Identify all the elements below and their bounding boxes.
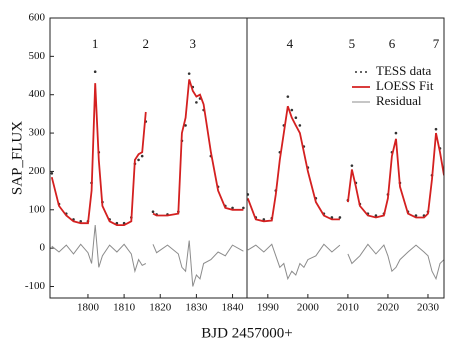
data-point bbox=[350, 164, 354, 167]
peak-label: 2 bbox=[143, 36, 150, 51]
panel-frame bbox=[246, 17, 445, 299]
x-tick-label: 1810 bbox=[113, 302, 136, 314]
data-point bbox=[434, 127, 438, 131]
peak-label: 5 bbox=[349, 36, 356, 51]
x-tick-label: 1990 bbox=[257, 302, 280, 314]
peak-label: 6 bbox=[389, 36, 396, 51]
plot-area bbox=[50, 70, 245, 287]
data-point bbox=[187, 72, 191, 75]
y-tick-label: 400 bbox=[29, 88, 46, 100]
data-point bbox=[140, 154, 144, 158]
series-line bbox=[51, 225, 244, 287]
data-point bbox=[50, 172, 54, 175]
data-point bbox=[184, 124, 187, 127]
legend-marker bbox=[360, 71, 362, 73]
data-point bbox=[286, 95, 290, 98]
data-point bbox=[137, 158, 140, 162]
data-point bbox=[79, 219, 83, 223]
legend-marker bbox=[365, 71, 367, 73]
legend-label: Residual bbox=[376, 93, 422, 108]
data-point bbox=[290, 108, 294, 112]
x-axis-label: BJD 2457000+ bbox=[201, 325, 292, 341]
y-axis-label: SAP_FLUX bbox=[9, 121, 25, 195]
legend-marker bbox=[355, 71, 357, 73]
x-tick-label: 2030 bbox=[417, 302, 440, 314]
y-tick-label: 0 bbox=[40, 242, 46, 254]
series-line bbox=[247, 243, 444, 281]
peak-label: 3 bbox=[190, 36, 197, 51]
legend-label: LOESS Fit bbox=[376, 78, 434, 93]
x-tick-label: 2020 bbox=[377, 302, 400, 314]
data-point bbox=[262, 218, 266, 221]
x-tick-label: 2010 bbox=[337, 302, 360, 314]
x-tick-label: 1830 bbox=[185, 302, 208, 314]
series-line bbox=[247, 105, 444, 223]
data-point bbox=[93, 70, 97, 73]
y-tick-label: 500 bbox=[29, 50, 46, 62]
data-point bbox=[151, 210, 155, 213]
peak-label: 7 bbox=[433, 36, 440, 51]
y-tick-label: -100 bbox=[25, 280, 46, 292]
data-point bbox=[298, 124, 302, 127]
data-point bbox=[374, 214, 378, 217]
x-tick-label: 1800 bbox=[77, 302, 100, 314]
legend-label: TESS data bbox=[376, 63, 431, 78]
data-point bbox=[195, 101, 198, 104]
y-tick-label: 100 bbox=[29, 203, 46, 215]
peak-label: 1 bbox=[92, 36, 99, 51]
data-point bbox=[231, 206, 234, 210]
x-tick-label: 2000 bbox=[297, 302, 320, 314]
data-point bbox=[394, 131, 398, 135]
panel-frame bbox=[49, 17, 248, 299]
x-tick-label: 1820 bbox=[149, 302, 172, 314]
data-point bbox=[294, 116, 298, 120]
data-point bbox=[338, 216, 342, 219]
series-line bbox=[50, 79, 244, 226]
y-tick-label: 300 bbox=[29, 127, 46, 139]
plot-area bbox=[247, 95, 444, 281]
x-tick-label: 1840 bbox=[222, 302, 245, 314]
peak-label: 4 bbox=[287, 36, 294, 51]
y-tick-label: 200 bbox=[29, 165, 46, 177]
data-point bbox=[247, 193, 250, 196]
data-point bbox=[242, 206, 245, 210]
y-tick-label: 600 bbox=[29, 12, 46, 24]
